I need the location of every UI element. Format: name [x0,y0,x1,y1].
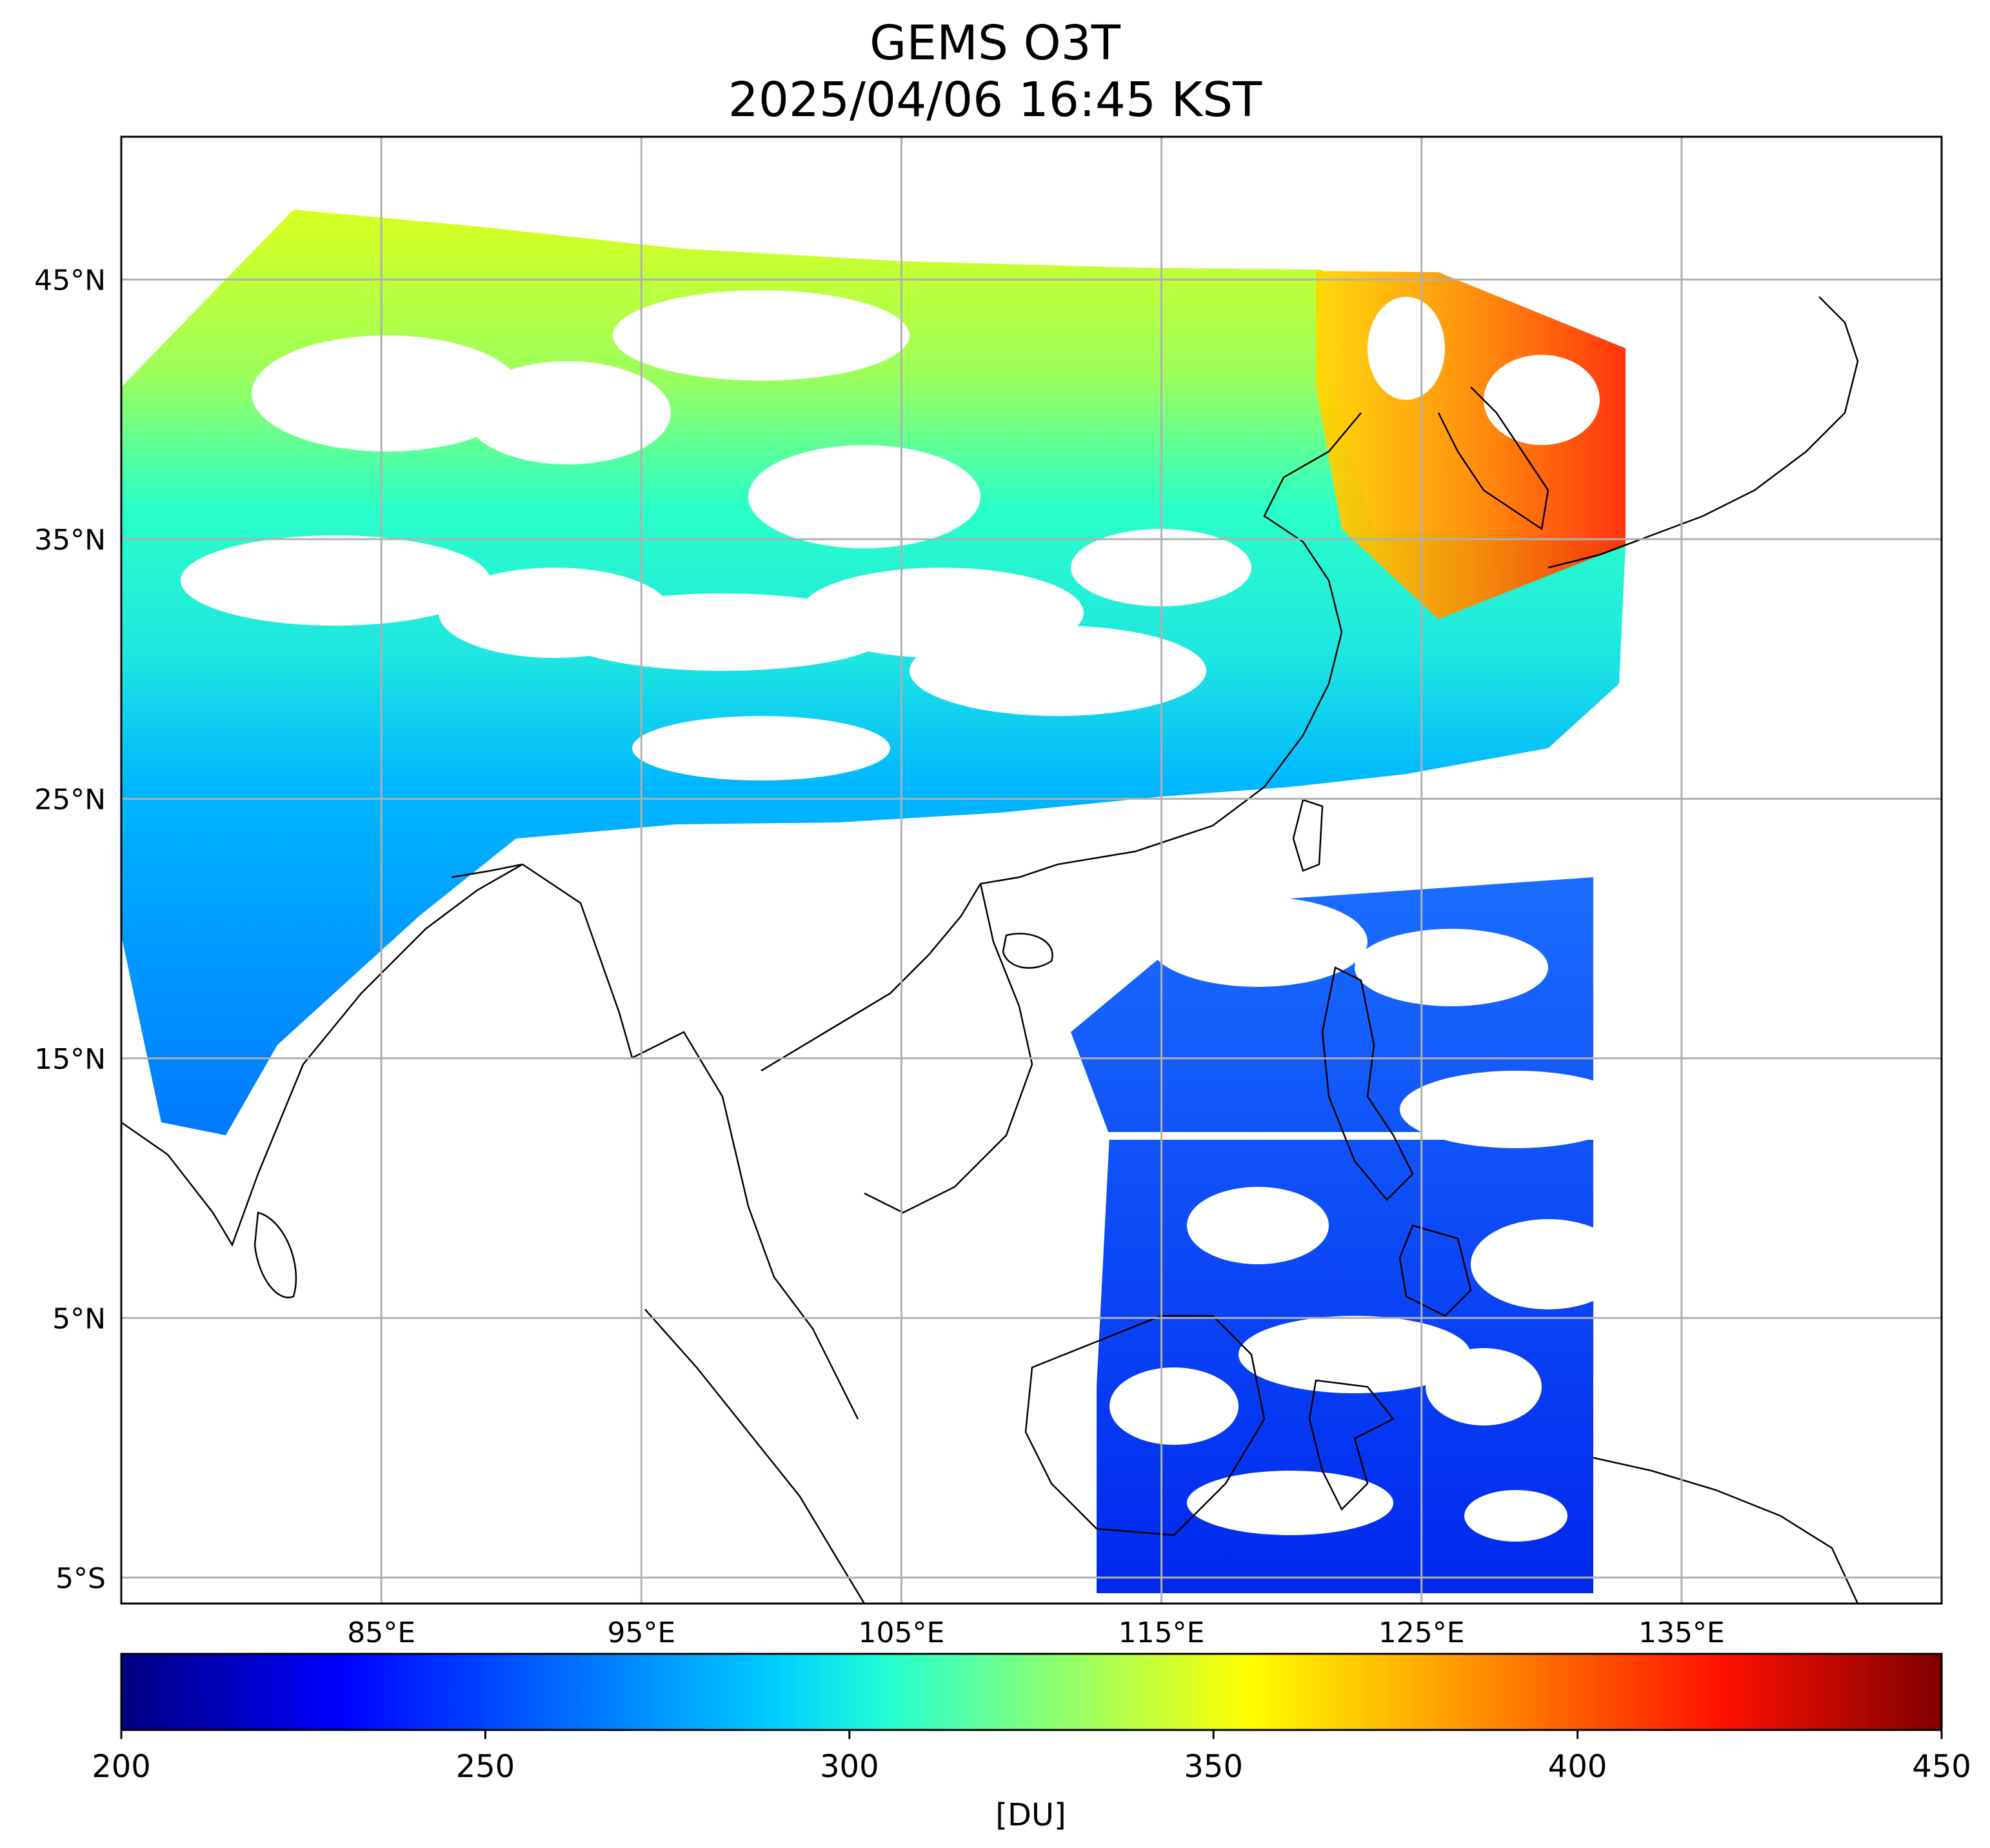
colorbar-tick-label: 350 [1184,1749,1243,1785]
lat-tick-label: 45°N [34,264,106,297]
coast-sulawesi [1308,1379,1395,1511]
longitude-labels: 85°E 95°E 105°E 115°E 125°E 135°E [347,1616,1725,1649]
coast-taiwan [1292,799,1324,872]
colorbar-tick-label: 200 [92,1749,151,1785]
colorbar-ticks: 200 250 300 350 400 450 [92,1730,1971,1785]
lat-tick-label: 5°S [55,1562,106,1595]
map-frame [120,135,1943,1605]
colorbar [120,1653,1943,1731]
colorbar-tick-label: 300 [820,1749,879,1785]
lon-tick-label: 115°E [1119,1616,1205,1649]
coast-india [121,863,523,1247]
coast-vietnam [864,883,1033,1214]
coast-bay-of-bengal [451,863,523,879]
coast-borneo [1024,1315,1266,1536]
lon-tick-label: 85°E [347,1616,415,1649]
coast-japan [1547,296,1859,569]
coast-china-east [1263,412,1362,633]
coastlines [121,296,1859,1604]
graticule [121,137,1942,1604]
colorbar-tick-label: 400 [1548,1749,1607,1785]
coast-korea [1437,386,1549,531]
coast-sri-lanka [254,1211,297,1298]
lon-tick-label: 105°E [859,1616,945,1649]
ozone-swath [121,210,1632,1593]
map-subtitle: 2025/04/06 16:45 KST [728,72,1262,128]
coast-mainland-se-asia [522,863,859,1420]
lat-tick-label: 25°N [34,783,106,816]
lon-tick-label: 95°E [607,1616,675,1649]
lat-tick-label: 15°N [34,1043,106,1076]
coast-sumatra [644,1309,866,1604]
coast-new-guinea [1593,1456,1859,1604]
lat-tick-label: 35°N [34,524,106,557]
lat-tick-label: 5°N [52,1302,106,1335]
colorbar-tick-label: 250 [456,1749,515,1785]
coast-china-south [980,631,1343,885]
latitude-labels: 45°N 35°N 25°N 15°N 5°N 5°S [34,264,106,1595]
coast-mindanao [1398,1224,1472,1317]
coast-luzon [1321,966,1414,1201]
cloud-gaps [181,290,1632,1542]
colorbar-tick-label: 450 [1912,1749,1971,1785]
lon-tick-label: 125°E [1378,1616,1465,1649]
coast-indochina-east [761,883,982,1072]
map-title: GEMS O3T [870,15,1120,71]
coast-hainan [1002,933,1053,969]
colorbar-unit: [DU] [995,1797,1066,1833]
lon-tick-label: 135°E [1638,1616,1725,1649]
